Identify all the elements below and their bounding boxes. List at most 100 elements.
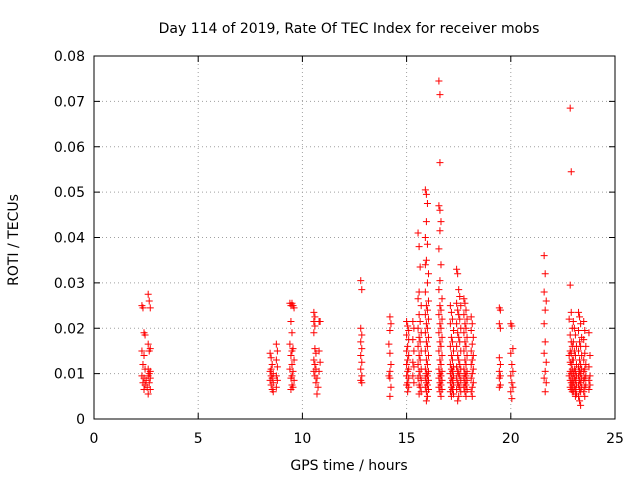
data-point: [422, 218, 430, 226]
data-point: [463, 333, 471, 341]
data-point: [386, 392, 394, 400]
data-point: [541, 270, 549, 278]
data-point: [446, 320, 454, 328]
data-point: [358, 345, 366, 353]
data-point: [453, 320, 461, 328]
data-point: [448, 356, 456, 364]
data-point: [467, 374, 475, 382]
data-point: [567, 308, 575, 316]
data-point: [422, 190, 430, 198]
data-point: [314, 383, 322, 391]
data-point: [272, 383, 280, 391]
data-point: [580, 388, 588, 396]
data-point: [566, 104, 574, 112]
y-tick-label: 0.05: [54, 185, 85, 201]
data-point: [455, 333, 463, 341]
data-point: [438, 333, 446, 341]
data-point: [508, 322, 516, 330]
data-point: [416, 356, 424, 364]
data-point: [435, 311, 443, 319]
data-point: [423, 324, 431, 332]
data-point: [447, 392, 455, 400]
data-point: [409, 336, 417, 344]
data-point: [310, 308, 318, 316]
data-point: [409, 317, 417, 325]
data-point: [410, 363, 418, 371]
data-point: [457, 302, 465, 310]
data-point: [437, 342, 445, 350]
data-point: [460, 347, 468, 355]
grid: [94, 56, 615, 419]
data-point: [468, 356, 476, 364]
data-point: [386, 367, 394, 375]
data-point: [461, 299, 469, 307]
data-point: [272, 340, 280, 348]
data-point: [421, 347, 429, 355]
data-point: [272, 372, 280, 380]
data-point: [404, 342, 412, 350]
data-point: [437, 218, 445, 226]
data-point: [454, 397, 462, 405]
data-point: [436, 356, 444, 364]
data-point: [386, 313, 394, 321]
data-point: [461, 356, 469, 364]
data-point: [422, 397, 430, 405]
data-point: [267, 354, 275, 362]
data-point: [266, 349, 274, 357]
y-tick-label: 0.06: [54, 140, 85, 156]
y-axis-label: ROTI / TECUs: [6, 194, 22, 286]
chart-title: Day 114 of 2019, Rate Of TEC Index for r…: [159, 21, 540, 37]
data-point: [569, 356, 577, 364]
data-point: [449, 347, 457, 355]
data-point: [436, 338, 444, 346]
data-point: [540, 252, 548, 260]
data-point: [414, 324, 422, 332]
data-point: [456, 315, 464, 323]
data-point: [542, 358, 550, 366]
data-point: [495, 354, 503, 362]
data-point: [358, 358, 366, 366]
x-tick-label: 5: [194, 431, 203, 447]
data-point: [449, 327, 457, 335]
data-point: [565, 351, 573, 359]
data-point: [313, 390, 321, 398]
data-point: [289, 367, 297, 375]
data-point: [454, 351, 462, 359]
data-point: [435, 245, 443, 253]
data-point: [140, 386, 148, 394]
data-point: [461, 388, 469, 396]
data-point: [316, 317, 324, 325]
data-point: [409, 372, 417, 380]
data-point: [315, 347, 323, 355]
data-point: [139, 304, 147, 312]
data-point: [575, 308, 583, 316]
data-point: [423, 279, 431, 287]
data-point: [453, 265, 461, 273]
data-point: [288, 329, 296, 337]
data-point: [509, 345, 517, 353]
data-point: [436, 91, 444, 99]
data-point: [581, 327, 589, 335]
data-point: [409, 358, 417, 366]
data-point: [540, 320, 548, 328]
data-point: [446, 342, 454, 350]
data-point: [405, 383, 413, 391]
data-point: [358, 331, 366, 339]
data-point: [469, 379, 477, 387]
data-point: [447, 351, 455, 359]
y-tick-label: 0.02: [54, 321, 85, 337]
data-point: [467, 327, 475, 335]
data-point: [422, 338, 430, 346]
data-point: [315, 367, 323, 375]
data-point: [438, 315, 446, 323]
data-point: [404, 356, 412, 364]
data-point: [508, 361, 516, 369]
data-point: [422, 388, 430, 396]
data-point: [468, 370, 476, 378]
data-point: [415, 243, 423, 251]
data-point: [435, 329, 443, 337]
data-point: [403, 317, 411, 325]
data-point: [460, 311, 468, 319]
data-point: [454, 270, 462, 278]
